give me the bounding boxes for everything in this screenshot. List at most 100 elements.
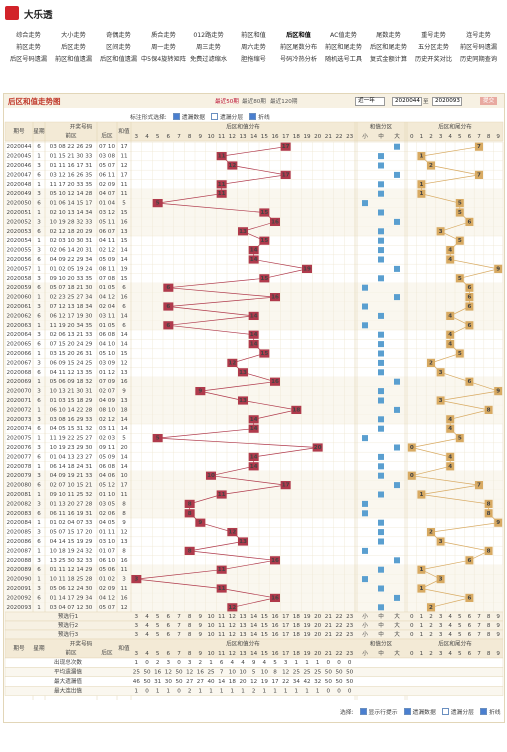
nav-link[interactable]: 周三走势: [196, 44, 221, 51]
sum-axis-label: 18: [293, 632, 301, 638]
nav-link[interactable]: 后区和值遗漏: [99, 56, 138, 63]
nav-link[interactable]: 前区和值遗漏: [54, 56, 93, 63]
week: 6: [37, 454, 41, 460]
nav-link[interactable]: AC值走势: [329, 32, 357, 39]
preselect-label: 预选行1: [58, 612, 79, 620]
checkbox[interactable]: [210, 113, 218, 120]
nav-link[interactable]: 前区和值: [241, 32, 266, 39]
checkbox[interactable]: [359, 708, 367, 715]
from-input[interactable]: 2020044: [392, 97, 422, 106]
issue: 2020051: [7, 210, 32, 216]
sum-value: 11: [120, 492, 128, 498]
nav-link[interactable]: 区间走势: [106, 44, 131, 51]
sum-marker: [248, 462, 259, 471]
sum-marker: [238, 537, 248, 546]
nav-link[interactable]: 复式金额计算: [369, 56, 408, 63]
nav-link[interactable]: 五分区走势: [418, 44, 449, 51]
back-numbers: 07 10: [99, 144, 115, 150]
tail-axis-label: 5: [458, 614, 462, 620]
range-button[interactable]: 最近50期: [215, 99, 239, 105]
checkbox[interactable]: [441, 708, 449, 715]
nav-link[interactable]: 综合走势: [16, 32, 41, 39]
checkbox-option[interactable]: 遗漏数据: [172, 112, 205, 121]
nav-link[interactable]: 免费过滤缩水: [189, 56, 228, 63]
sum-value: 14: [120, 454, 128, 460]
range-button[interactable]: 最近80期: [242, 99, 266, 105]
row-band: [5, 320, 503, 330]
nav-link[interactable]: 大小走势: [61, 32, 86, 39]
tail-marker-label: 4: [448, 464, 452, 470]
checkbox[interactable]: [249, 113, 257, 120]
back-numbers: 01 05: [99, 323, 115, 329]
nav-link[interactable]: 前区号码遗漏: [459, 44, 498, 51]
nav-link[interactable]: 质合走势: [151, 32, 176, 39]
to-input[interactable]: 2020093: [432, 97, 462, 106]
checkbox[interactable]: [479, 708, 487, 715]
nav-link[interactable]: 前区尾数分布: [279, 44, 318, 51]
submit-button[interactable]: 提交: [480, 97, 498, 105]
nav-link[interactable]: 胆拖缩号: [241, 56, 266, 63]
week: 3: [37, 558, 41, 564]
issue: 2020061: [7, 304, 32, 310]
nav-link[interactable]: 奇偶走势: [106, 32, 131, 39]
sum-marker: [280, 142, 291, 151]
stats-value: 5: [252, 670, 256, 676]
sum-marker: [152, 434, 163, 443]
checkbox-option[interactable]: 遗漏数据: [403, 707, 436, 716]
header-tail-dist: 后区和尾分布: [438, 640, 472, 648]
checkbox-option[interactable]: 遗漏分层: [441, 707, 474, 716]
period-select[interactable]: 近一年: [355, 97, 385, 106]
nav-link[interactable]: 重号走势: [421, 32, 446, 39]
checkbox-option[interactable]: 显示行提示: [359, 707, 398, 716]
header-tail-dist: 后区和尾分布: [438, 123, 472, 131]
nav-link[interactable]: 012路走势: [193, 32, 224, 39]
tail-marker-label: 4: [448, 313, 452, 319]
back-numbers: 08 10: [99, 407, 115, 413]
tail-marker: [436, 396, 445, 405]
sum-marker: [270, 593, 280, 602]
nav-link[interactable]: 尾数走势: [376, 32, 401, 39]
sum-marker-label: 11: [218, 492, 226, 498]
checkbox-option[interactable]: 折线: [479, 707, 501, 716]
sum-value: 14: [120, 342, 128, 348]
stats-value: 0: [327, 688, 331, 694]
nav-link[interactable]: 前区和尾走势: [324, 44, 363, 51]
week: 6: [37, 398, 41, 404]
sum-marker-label: 12: [228, 360, 236, 366]
nav-link[interactable]: 历史开奖对比: [414, 56, 453, 63]
header-week: 星期: [33, 128, 45, 135]
sum-axis-label: 4: [145, 134, 149, 140]
nav-link[interactable]: 后区号码遗漏: [9, 56, 48, 63]
week: 3: [37, 530, 41, 536]
nav-link[interactable]: 后区和尾走势: [369, 44, 408, 51]
front-numbers: 02 12 18 20 29: [50, 229, 93, 235]
front-numbers: 03 08 22 26 29: [50, 144, 93, 150]
sum-value: 13: [120, 398, 128, 404]
nav-link[interactable]: 后区和值: [286, 32, 311, 39]
back-numbers: 04 06: [99, 473, 115, 479]
checkbox-option[interactable]: 遗漏分层: [210, 112, 243, 121]
range-button[interactable]: 最近120期: [270, 99, 298, 105]
sum-marker: [270, 293, 280, 302]
nav-link[interactable]: 中5保4旋转矩阵: [141, 56, 186, 63]
sum-axis-label: 11: [218, 651, 226, 657]
back-numbers: 01 10: [99, 492, 115, 498]
checkbox[interactable]: [403, 708, 411, 715]
nav-link[interactable]: 历史同期查询: [459, 56, 498, 63]
tail-axis-label: 0: [410, 614, 414, 620]
nav-link[interactable]: 周一走势: [151, 44, 176, 51]
tail-marker: [484, 405, 493, 414]
issue: 2020045: [7, 154, 32, 160]
checkbox-option[interactable]: 折线: [249, 112, 270, 121]
nav-link[interactable]: 前区走势: [16, 44, 41, 51]
checkbox[interactable]: [172, 113, 180, 120]
sum-marker-label: 11: [218, 182, 226, 188]
sum-marker: [259, 274, 270, 283]
nav-link[interactable]: 后区走势: [61, 44, 86, 51]
sum-axis-label: 19: [303, 614, 311, 620]
nav-link[interactable]: 周六走势: [241, 44, 266, 51]
tail-marker-label: 2: [429, 530, 433, 536]
nav-link[interactable]: 连号走势: [466, 32, 491, 39]
nav-link[interactable]: 随机选号工具: [324, 56, 363, 63]
nav-link[interactable]: 号码冷热分析: [279, 56, 318, 63]
